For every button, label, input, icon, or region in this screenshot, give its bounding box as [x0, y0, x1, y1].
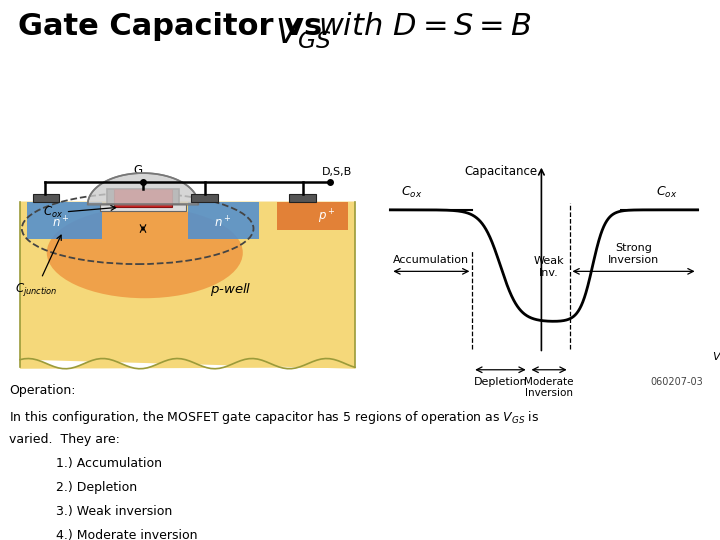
Ellipse shape: [47, 207, 243, 298]
Text: varied.  They are:: varied. They are:: [9, 433, 120, 446]
Text: 3.) Weak inversion: 3.) Weak inversion: [56, 504, 172, 518]
Text: 4.) Moderate inversion: 4.) Moderate inversion: [56, 529, 198, 540]
Text: Gate Capacitor vs: Gate Capacitor vs: [18, 12, 323, 41]
Bar: [100, 204, 186, 212]
Text: $n^+$: $n^+$: [215, 215, 232, 231]
Text: $V_G$-$V_{D,S,B}$: $V_G$-$V_{D,S,B}$: [712, 350, 720, 366]
Bar: [114, 189, 171, 207]
Text: $\it{with}\ \it{D}$$=$$\it{S}$$=$$\it{B}$: $\it{with}\ \it{D}$$=$$\it{S}$$=$$\it{B}…: [318, 12, 531, 41]
Text: Weak
Inv.: Weak Inv.: [534, 256, 564, 278]
Text: $C_{ox}$: $C_{ox}$: [42, 205, 116, 220]
Bar: [289, 193, 316, 201]
Bar: [107, 189, 179, 204]
Text: 060207-03: 060207-03: [650, 376, 703, 387]
Bar: [191, 193, 218, 201]
Text: $C_{ox}$: $C_{ox}$: [400, 185, 422, 200]
Polygon shape: [187, 201, 259, 239]
Polygon shape: [20, 201, 355, 369]
Text: Moderate
Inversion: Moderate Inversion: [524, 376, 574, 398]
Text: $C_{junction}$: $C_{junction}$: [14, 235, 61, 298]
Text: $V_{GS}$: $V_{GS}$: [275, 16, 332, 51]
Text: $p$-well: $p$-well: [210, 281, 251, 298]
Text: $p^+$: $p^+$: [318, 208, 336, 226]
Text: In this configuration, the MOSFET gate capacitor has 5 regions of operation as $: In this configuration, the MOSFET gate c…: [9, 408, 540, 426]
Text: Strong
Inversion: Strong Inversion: [608, 243, 660, 265]
Text: Accumulation: Accumulation: [393, 254, 469, 265]
Text: G: G: [133, 164, 143, 177]
Text: 2.) Depletion: 2.) Depletion: [56, 481, 138, 494]
Text: Depletion: Depletion: [474, 376, 527, 387]
Polygon shape: [276, 201, 348, 230]
Text: D,S,B: D,S,B: [322, 167, 352, 177]
Text: Operation:: Operation:: [9, 384, 76, 397]
Bar: [32, 193, 59, 201]
Polygon shape: [88, 173, 198, 204]
Text: Capacitance: Capacitance: [464, 165, 538, 178]
Polygon shape: [27, 201, 102, 239]
Text: 1.) Accumulation: 1.) Accumulation: [56, 457, 162, 470]
Text: $n^+$: $n^+$: [53, 215, 70, 231]
Text: $C_{ox}$: $C_{ox}$: [656, 185, 677, 200]
